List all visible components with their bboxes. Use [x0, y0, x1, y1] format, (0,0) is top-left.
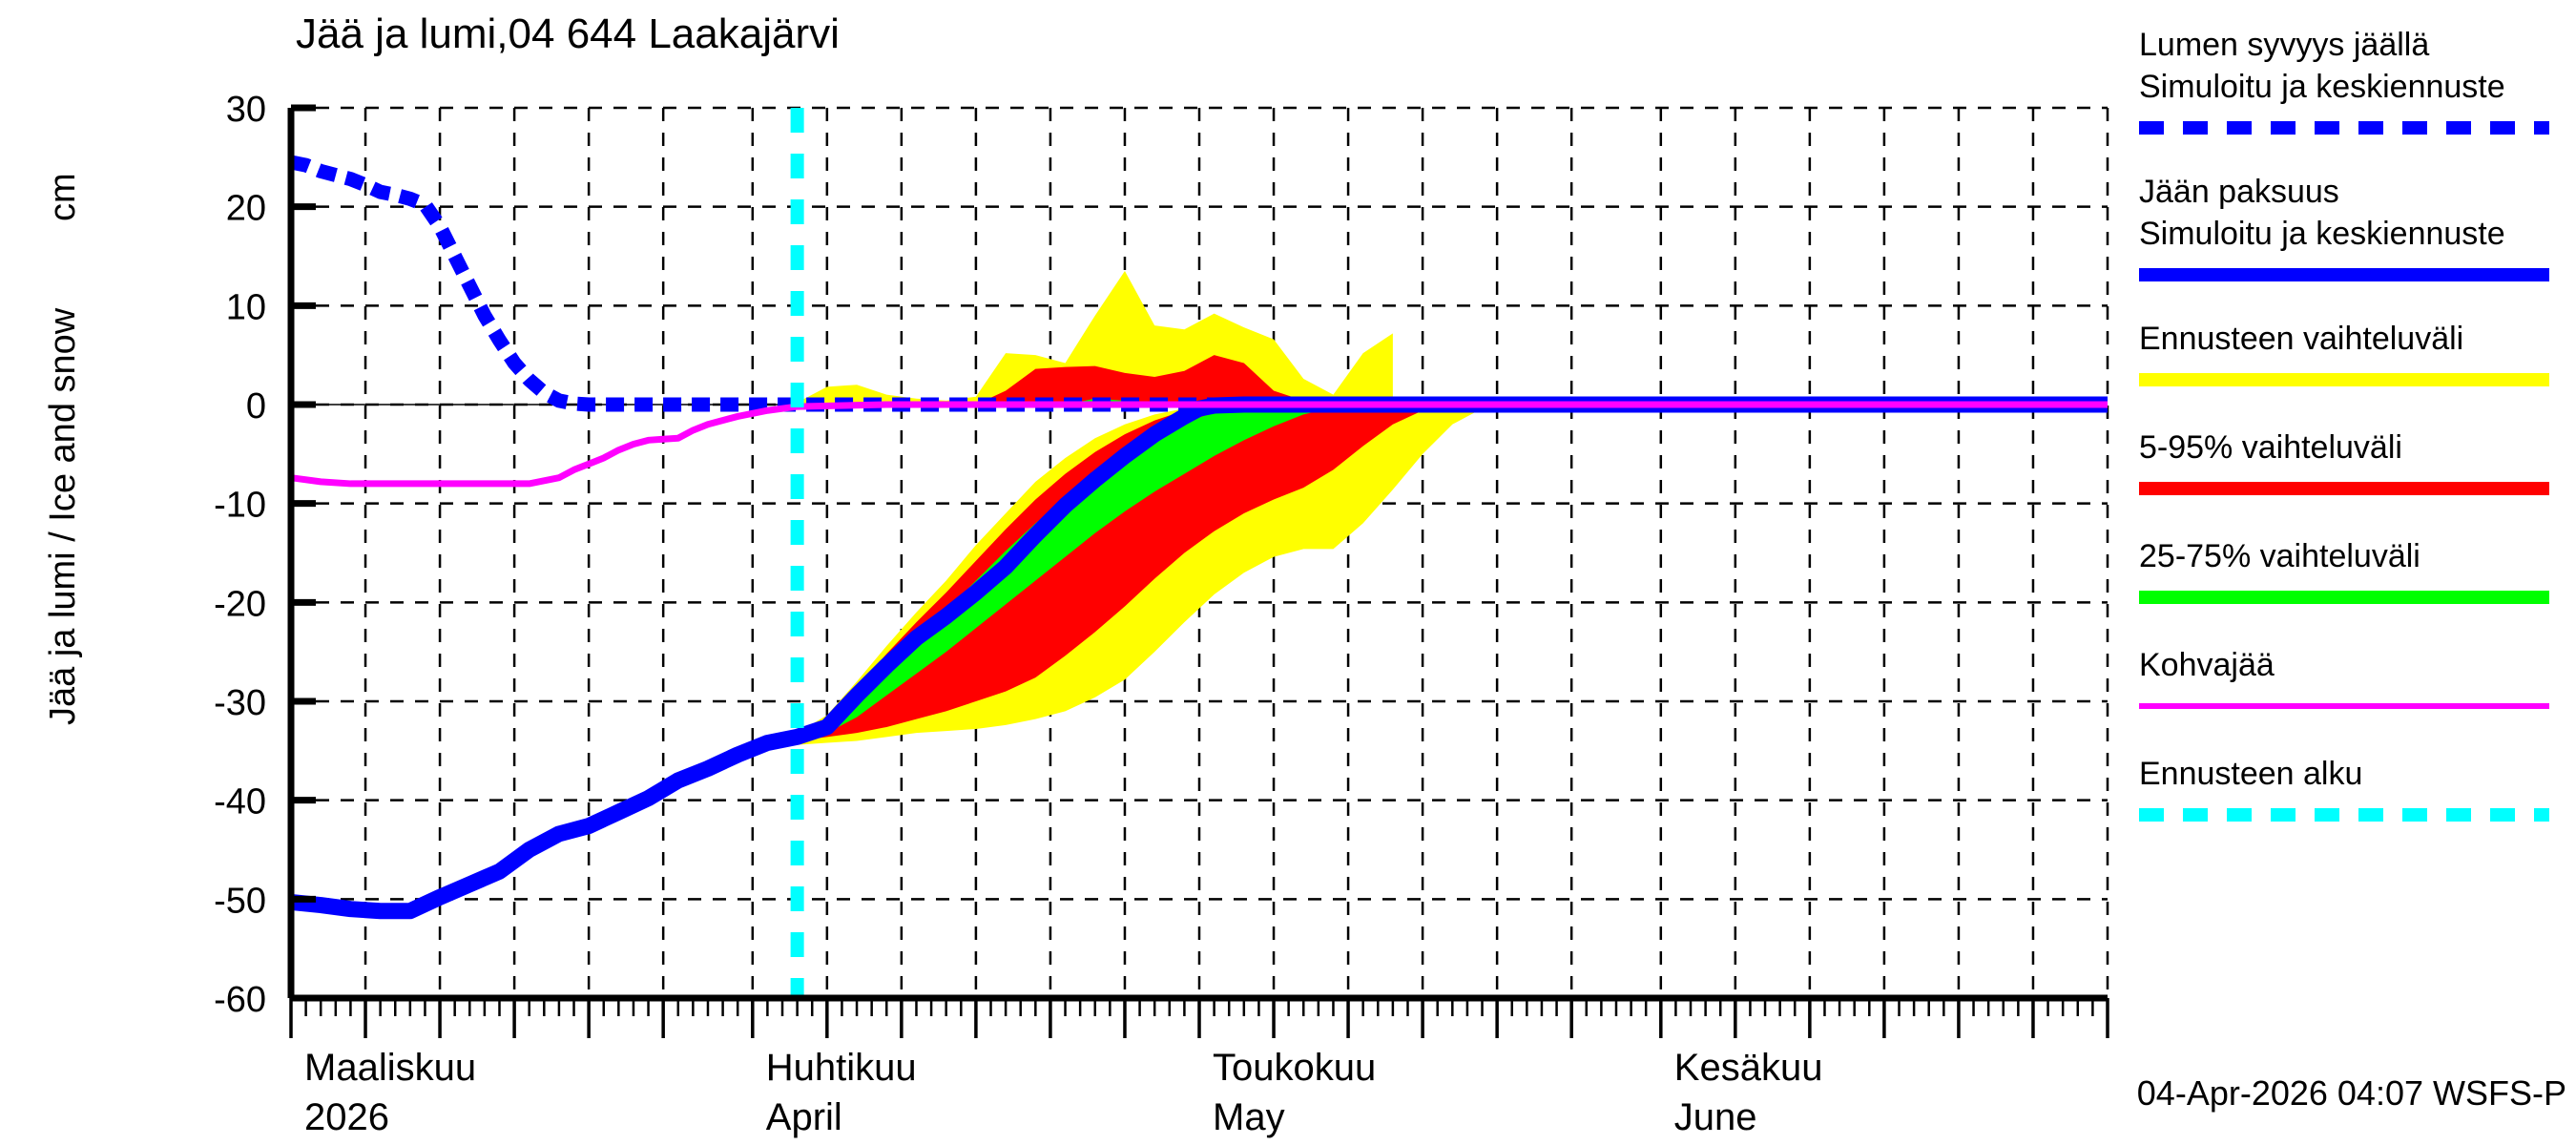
band-25-75 [797, 405, 1512, 743]
legend-item-5: Kohvajää [2139, 647, 2549, 709]
x-month-label-fi: Huhtikuu [766, 1047, 917, 1089]
legend-item-title: Lumen syvyys jäällä [2139, 27, 2429, 63]
x-month-label-fi: Maaliskuu [304, 1047, 476, 1089]
y-tick-label: 0 [246, 386, 266, 427]
x-month-label-fi: Kesäkuu [1674, 1047, 1823, 1089]
y-axis-unit: cm [43, 173, 83, 221]
legend-item-0: Lumen syvyys jäällä Simuloitu ja keskienn… [2139, 27, 2549, 135]
x-month-label-en: May [1213, 1096, 1285, 1138]
axis-layer [287, 104, 2109, 1038]
series-line-thin [290, 401, 2108, 488]
y-axis-title: Jää ja lumi / Ice and snow [43, 307, 83, 725]
legend-item-2: Ennusteen vaihteluväli [2139, 321, 2549, 386]
y-tick-label: -50 [214, 881, 266, 921]
legend-item-title: 5-95% vaihteluväli [2139, 429, 2402, 466]
y-tick-label: -10 [214, 486, 266, 526]
x-month-label-en: April [766, 1096, 842, 1138]
forecast-bands-layer [797, 271, 1512, 745]
legend: Lumen syvyys jäällä Simuloitu ja keskienn… [2139, 27, 2549, 822]
x-month-label-fi: Toukokuu [1213, 1047, 1376, 1089]
legend-item-title: Jään paksuus [2139, 174, 2339, 210]
y-tick-label: 20 [226, 189, 266, 229]
legend-item-title: Kohvajää [2139, 647, 2275, 683]
y-tick-label: -20 [214, 584, 266, 624]
page-title: Jää ja lumi,04 644 Laakajärvi [296, 10, 840, 57]
series-layer [289, 155, 2108, 920]
y-tick-label: -60 [214, 980, 266, 1020]
legend-item-6: Ennusteen alku [2139, 756, 2549, 822]
legend-item-1: Jään paksuus Simuloitu ja keskiennuste [2139, 174, 2549, 281]
y-tick-label: -40 [214, 782, 266, 822]
legend-item-4: 25-75% vaihteluväli [2139, 538, 2549, 604]
y-tick-label: 10 [226, 287, 266, 327]
band-5-95 [797, 405, 1512, 741]
y-tick-labels: 30 20 10 0 -10 -20 -30 -40 -50 -60 [214, 90, 266, 1020]
x-month-label-en: 2026 [304, 1096, 389, 1138]
y-tick-label: 30 [226, 90, 266, 130]
legend-item-title: 25-75% vaihteluväli [2139, 538, 2420, 574]
legend-item-subtitle: Simuloitu ja keskiennuste [2139, 216, 2505, 252]
y-tick-label: -30 [214, 683, 266, 723]
band-5-95 [797, 355, 1393, 405]
legend-item-title: Ennusteen alku [2139, 756, 2362, 792]
x-month-label-en: June [1674, 1096, 1757, 1138]
series-line-solid [290, 396, 2108, 920]
legend-item-subtitle: Simuloitu ja keskiennuste [2139, 69, 2505, 105]
timestamp-label: 04-Apr-2026 04:07 WSFS-P [2137, 1073, 2566, 1113]
legend-item-title: Ennusteen vaihteluväli [2139, 321, 2463, 357]
legend-item-3: 5-95% vaihteluväli [2139, 429, 2549, 495]
x-month-labels: Maaliskuu 2026 Huhtikuu April Toukokuu May Kes… [304, 1047, 1822, 1138]
